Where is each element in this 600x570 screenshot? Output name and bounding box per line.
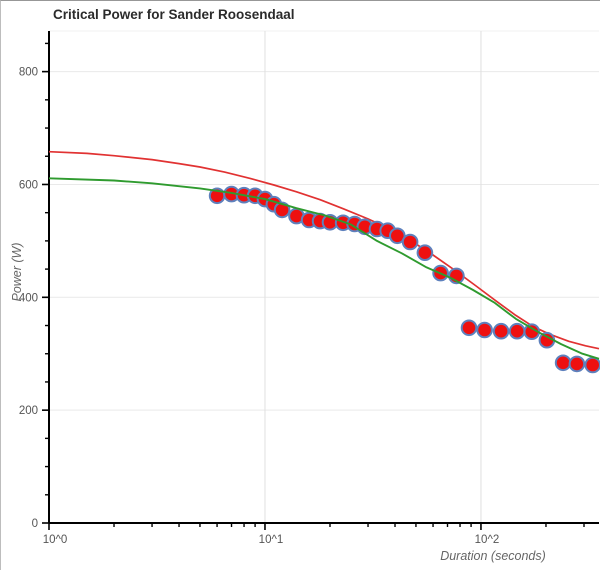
x-axis-title: Duration (seconds) xyxy=(440,549,546,563)
data-point[interactable] xyxy=(568,355,586,373)
green-model-curve xyxy=(48,177,600,360)
data-point[interactable] xyxy=(460,319,478,337)
y-tick-label: 400 xyxy=(19,292,38,304)
y-tick-label: 200 xyxy=(19,405,38,417)
x-tick-label: 10^2 xyxy=(475,534,500,546)
data-point[interactable] xyxy=(554,354,572,372)
chart-title: Critical Power for Sander Roosendaal xyxy=(53,7,295,22)
data-point[interactable] xyxy=(508,322,526,340)
data-point[interactable] xyxy=(476,321,493,339)
x-tick-label: 10^0 xyxy=(43,534,68,546)
y-tick-label: 800 xyxy=(19,67,38,79)
data-point[interactable] xyxy=(416,244,434,261)
data-point[interactable] xyxy=(401,233,419,251)
x-tick-label: 10^1 xyxy=(259,534,284,546)
y-tick-label: 0 xyxy=(32,518,38,530)
data-point[interactable] xyxy=(492,322,510,340)
y-tick-label: 600 xyxy=(19,179,38,191)
data-point[interactable] xyxy=(584,356,600,374)
data-point[interactable] xyxy=(273,201,291,219)
